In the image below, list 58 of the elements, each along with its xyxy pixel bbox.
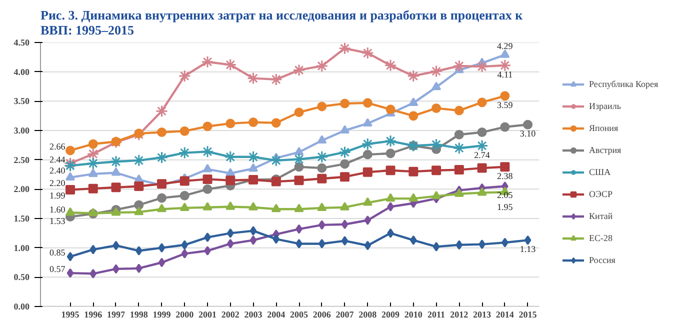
x-tick-label: 2015 <box>518 310 538 320</box>
y-tick-label: 1.00 <box>14 242 30 253</box>
y-tick-label: 2.00 <box>14 184 30 194</box>
legend-label: Япония <box>589 122 618 134</box>
annotation: 0.85 <box>49 248 66 258</box>
legend-label: Австрия <box>589 144 622 156</box>
x-tick-label: 2013 <box>473 310 492 320</box>
y-tick-label: 0.00 <box>14 302 30 312</box>
x-tick-label: 2012 <box>450 310 469 320</box>
annotation: 2.38 <box>497 170 514 181</box>
x-tick-label: 1996 <box>84 310 103 320</box>
legend-label: Республика Корея <box>589 78 658 90</box>
y-tick-label: 4.00 <box>14 66 30 77</box>
annotation: 2.74 <box>474 150 490 160</box>
annotation: 3.59 <box>497 100 514 110</box>
annotation: 1.99 <box>49 190 66 201</box>
annotation: 2.66 <box>49 141 66 152</box>
legend-label: ЕС-28 <box>589 232 612 244</box>
legend-label: Китай <box>589 210 613 222</box>
annotation: 1.60 <box>49 204 66 214</box>
x-tick-label: 2000 <box>176 310 194 320</box>
annotation: 3.10 <box>520 128 536 139</box>
annotation: 1.53 <box>49 216 66 226</box>
annotation: 4.11 <box>497 69 513 80</box>
x-tick-label: 2011 <box>428 310 446 320</box>
x-tick-label: 2004 <box>267 310 286 320</box>
x-tick-label: 2003 <box>244 310 263 320</box>
y-tick-label: 2.50 <box>14 154 30 165</box>
x-tick-label: 2002 <box>221 310 240 320</box>
chart-title: Рис. 3. Динамика внутренних затрат на исследования и разработки в процентах к ВВП: 1995–2015 <box>40 8 524 38</box>
legend-label: ОЭСР <box>589 188 612 200</box>
x-tick-label: 2007 <box>336 310 354 320</box>
y-tick-label: 1.50 <box>14 214 30 224</box>
annotation: 0.57 <box>49 264 66 274</box>
y-tick-label: 0.50 <box>14 272 30 282</box>
legend-label: Россия <box>589 254 616 266</box>
x-tick-label: 2001 <box>198 310 218 320</box>
x-tick-label: 1998 <box>130 310 148 320</box>
legend-label: США <box>589 166 611 178</box>
x-tick-label: 2008 <box>358 310 378 320</box>
x-tick-label: 2005 <box>290 310 309 320</box>
x-tick-label: 2009 <box>382 310 400 320</box>
annotation: 2.40 <box>49 166 66 176</box>
x-tick-label: 2014 <box>496 310 514 320</box>
annotation: 4.29 <box>497 40 514 51</box>
x-tick-label: 1995 <box>61 310 80 320</box>
y-tick-label: 3.00 <box>14 126 30 136</box>
annotation: 1.13 <box>520 244 536 254</box>
annotation: 1.95 <box>497 202 514 212</box>
x-tick-label: 2010 <box>404 310 423 320</box>
annotation: 2.20 <box>49 178 66 188</box>
x-tick-label: 2006 <box>312 310 332 320</box>
annotation: 2.44 <box>49 154 66 164</box>
x-tick-label: 1999 <box>152 310 172 320</box>
legend-label: Израиль <box>589 100 621 112</box>
y-tick-label: 4.50 <box>14 38 30 48</box>
x-tick-label: 1997 <box>106 310 126 320</box>
y-tick-label: 3.50 <box>14 96 30 106</box>
